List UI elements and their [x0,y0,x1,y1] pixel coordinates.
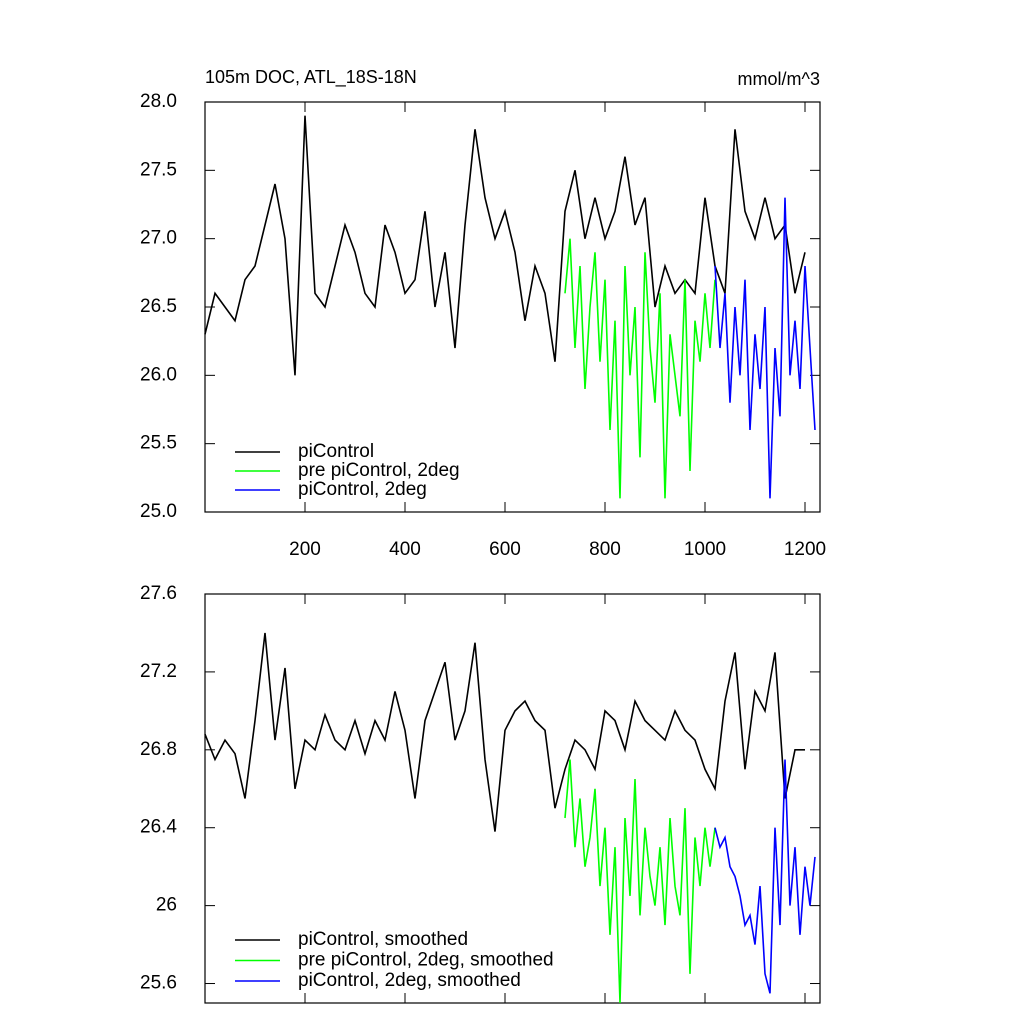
x-tick-label: 600 [489,539,521,560]
series-line [564,238,716,499]
y-tick-label: 25.6 [140,973,177,994]
series-line [204,632,805,832]
plot-frame [204,593,821,1004]
series-line [204,115,806,376]
units-label: mmol/m^3 [738,69,820,89]
series-line [714,759,816,994]
series-line [564,759,716,1004]
y-tick-label: 25.0 [140,501,177,522]
x-tick-label: 1000 [684,539,726,560]
y-tick-label: 27.6 [140,583,177,604]
legend-label: piControl [298,441,374,462]
legend-label: pre piControl, 2deg [298,460,460,481]
x-tick-label: 400 [389,539,421,560]
x-tick-label: 1200 [784,539,826,560]
y-tick-label: 26 [156,895,177,916]
legend-label: pre piControl, 2deg, smoothed [298,950,554,971]
y-tick-label: 28.0 [140,91,177,112]
series-line [714,197,816,499]
x-tick-label: 800 [589,539,621,560]
x-tick-label: 200 [289,539,321,560]
y-tick-label: 27.2 [140,661,177,682]
y-tick-label: 27.0 [140,228,177,249]
y-tick-label: 26.5 [140,296,177,317]
y-tick-label: 25.5 [140,433,177,454]
y-tick-label: 27.5 [140,159,177,180]
y-tick-label: 26.0 [140,364,177,385]
chart-title: 105m DOC, ATL_18S-18N [205,67,417,88]
legend-label: piControl, smoothed [298,929,468,950]
y-tick-label: 26.8 [140,739,177,760]
legend-label: piControl, 2deg [298,479,427,500]
legend-label: piControl, 2deg, smoothed [298,970,521,991]
y-tick-label: 26.4 [140,817,177,838]
